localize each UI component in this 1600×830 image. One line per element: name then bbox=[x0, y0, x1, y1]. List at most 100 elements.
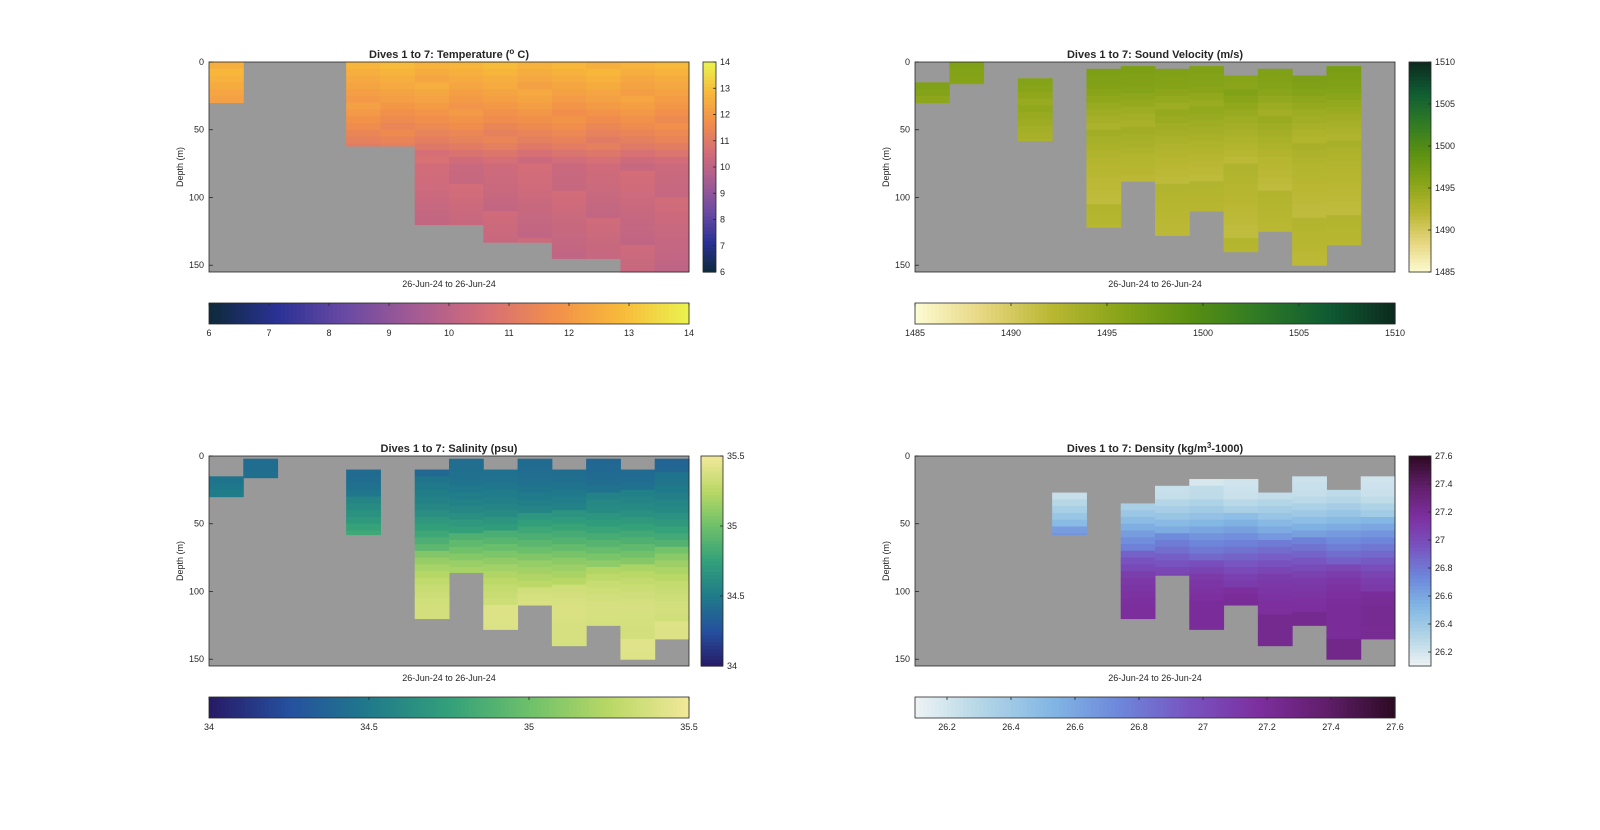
heatmap-cell bbox=[620, 550, 656, 559]
colorbar-frame bbox=[208, 696, 690, 719]
colorbar-segment bbox=[1409, 202, 1431, 207]
heatmap-cell bbox=[586, 197, 621, 205]
colorbar-segment bbox=[1409, 634, 1431, 639]
heatmap-cell bbox=[483, 469, 519, 477]
heatmap-cell bbox=[1223, 177, 1259, 185]
heatmap-cell bbox=[586, 204, 621, 212]
heatmap-cell bbox=[1326, 530, 1362, 538]
colorbar-segment bbox=[437, 303, 442, 324]
heatmap-cell bbox=[1120, 510, 1156, 518]
colorbar-segment bbox=[585, 697, 590, 718]
heatmap-cell bbox=[414, 489, 450, 498]
heatmap-cell bbox=[1257, 75, 1293, 83]
heatmap-cell bbox=[1292, 591, 1327, 599]
heatmap-cell bbox=[1257, 499, 1293, 507]
colorbar-segment bbox=[393, 303, 398, 324]
colorbar-segment bbox=[489, 697, 494, 718]
heatmap-cell bbox=[551, 251, 587, 259]
heatmap-cell bbox=[1120, 154, 1156, 162]
colorbar-segment bbox=[1339, 303, 1344, 324]
heatmap-cell bbox=[1223, 102, 1259, 110]
heatmap-cell bbox=[551, 503, 587, 511]
colorbar-segment bbox=[1409, 146, 1431, 151]
heatmap-cell bbox=[1017, 98, 1053, 106]
heatmap-cell bbox=[1292, 483, 1327, 491]
heatmap-cell bbox=[449, 156, 484, 165]
colorbar-segment bbox=[1409, 522, 1431, 527]
heatmap-cell bbox=[586, 177, 621, 185]
heatmap-cell bbox=[586, 211, 621, 219]
heatmap-cell bbox=[1120, 167, 1156, 175]
colorbar-segment bbox=[589, 303, 594, 324]
profile-column bbox=[1257, 492, 1293, 647]
heatmap-cell bbox=[1017, 78, 1053, 86]
profile-column bbox=[654, 62, 690, 273]
heatmap-cell bbox=[1189, 546, 1225, 555]
heatmap-cell bbox=[1257, 526, 1293, 534]
heatmap-cell bbox=[209, 483, 244, 491]
colorbar-segment bbox=[1259, 697, 1264, 718]
colorbar-segment bbox=[645, 697, 650, 718]
colorbar-segment bbox=[681, 697, 686, 718]
colorbar-segment bbox=[425, 697, 430, 718]
heatmap-cell bbox=[449, 533, 484, 541]
heatmap-cell bbox=[620, 489, 656, 498]
heatmap-cell bbox=[1189, 93, 1225, 101]
heatmap-cell bbox=[586, 512, 621, 521]
heatmap-cell bbox=[1326, 181, 1362, 189]
heatmap-cell bbox=[1326, 503, 1362, 511]
heatmap-cell bbox=[517, 190, 553, 198]
colorbar-segment bbox=[943, 697, 948, 718]
heatmap-cell bbox=[1189, 614, 1225, 622]
heatmap-cell bbox=[414, 122, 450, 131]
heatmap-cell bbox=[1257, 89, 1293, 97]
colorbar-segment bbox=[577, 303, 582, 324]
heatmap-cell bbox=[1326, 577, 1362, 586]
heatmap-cell bbox=[483, 170, 519, 178]
heatmap-cell bbox=[1292, 211, 1327, 219]
colorbar-segment bbox=[609, 697, 614, 718]
heatmap-cell bbox=[620, 258, 656, 266]
heatmap-cell bbox=[1223, 163, 1259, 171]
heatmap-cell bbox=[517, 143, 553, 151]
heatmap-cell bbox=[1155, 183, 1190, 192]
colorbar-segment bbox=[703, 205, 716, 210]
colorbar-segment bbox=[329, 697, 334, 718]
heatmap-cell bbox=[620, 537, 656, 545]
panel-temperature: Dives 1 to 7: Temperature (o C) 05010015… bbox=[175, 47, 730, 338]
heatmap-cell bbox=[346, 129, 381, 138]
colorbar-segment bbox=[1203, 303, 1208, 324]
colorbar-segment bbox=[613, 303, 618, 324]
heatmap-cell bbox=[1360, 476, 1396, 484]
heatmap-cell bbox=[586, 163, 621, 171]
heatmap-cell bbox=[1155, 231, 1190, 236]
heatmap-cell bbox=[414, 150, 450, 158]
heatmap-cell bbox=[1223, 82, 1259, 90]
heatmap-cell bbox=[1223, 580, 1259, 588]
heatmap-cell bbox=[654, 150, 690, 158]
heatmap-cell bbox=[551, 577, 587, 586]
colorbar-segment bbox=[481, 697, 486, 718]
colorbar-segment bbox=[1387, 697, 1392, 718]
heatmap-cell bbox=[1223, 231, 1259, 239]
heatmap-cell bbox=[1223, 122, 1259, 131]
colorbar-segment bbox=[1007, 303, 1012, 324]
heatmap-cell bbox=[1223, 519, 1259, 527]
colorbar-segment bbox=[561, 697, 566, 718]
colorbar-segment bbox=[703, 135, 716, 140]
heatmap-cell bbox=[620, 183, 656, 192]
colorbar-tick-label: 35.5 bbox=[727, 451, 745, 461]
colorbar-segment bbox=[1355, 303, 1360, 324]
colorbar-segment bbox=[357, 697, 362, 718]
profile-column bbox=[209, 62, 244, 104]
heatmap-cell bbox=[517, 238, 553, 243]
heatmap-cell bbox=[551, 109, 587, 117]
profile-column bbox=[1086, 68, 1122, 228]
heatmap-cell bbox=[1017, 85, 1053, 93]
heatmap-cell bbox=[1326, 93, 1362, 101]
heatmap-cell bbox=[483, 544, 519, 552]
profile-column bbox=[517, 62, 553, 243]
heatmap-cell bbox=[586, 251, 621, 259]
colorbar-segment bbox=[1351, 697, 1356, 718]
heatmap-cell bbox=[1189, 567, 1225, 575]
